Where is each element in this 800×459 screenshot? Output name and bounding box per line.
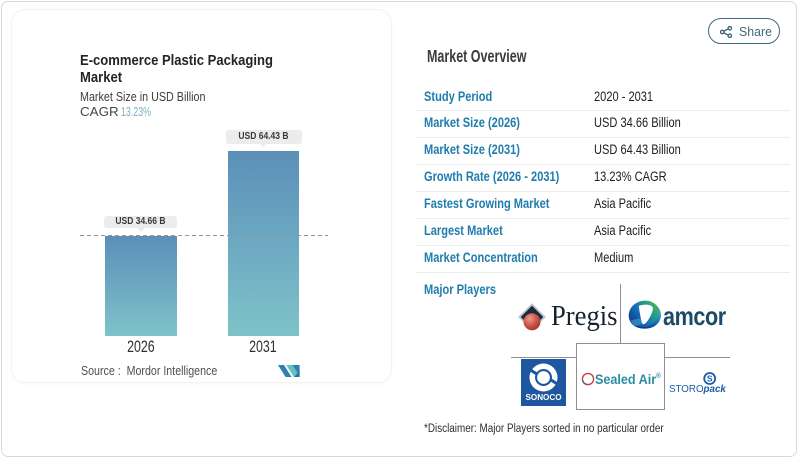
svg-text:SONOCO: SONOCO bbox=[526, 393, 562, 402]
svg-text:S: S bbox=[707, 373, 713, 383]
